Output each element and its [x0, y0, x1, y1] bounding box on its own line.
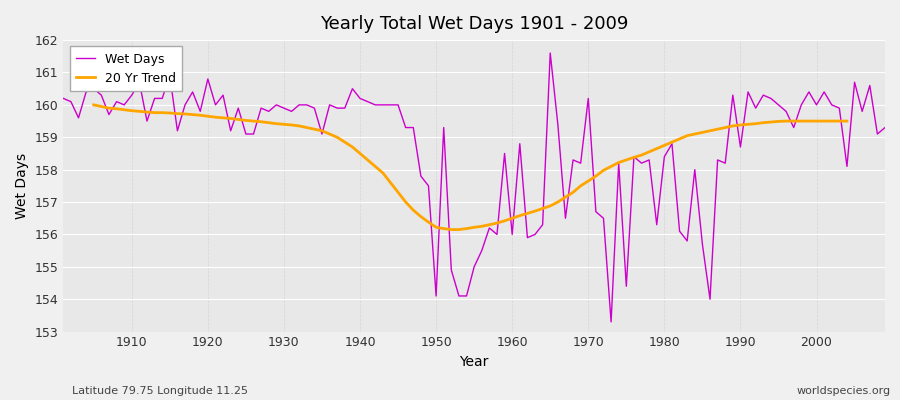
Wet Days: [544, 51, 555, 56]
Wet Days: [606, 320, 616, 324]
20 Yr Trend: [842, 119, 852, 124]
Legend: Wet Days, 20 Yr Trend: Wet Days, 20 Yr Trend: [69, 46, 182, 91]
Line: 20 Yr Trend: 20 Yr Trend: [94, 105, 847, 230]
Title: Yearly Total Wet Days 1901 - 2009: Yearly Total Wet Days 1901 - 2009: [320, 15, 628, 33]
20 Yr Trend: [544, 204, 555, 208]
20 Yr Trend: [811, 119, 822, 124]
Wet Days: [507, 232, 517, 237]
20 Yr Trend: [788, 119, 799, 124]
Wet Days: [119, 102, 130, 107]
20 Yr Trend: [484, 222, 495, 227]
Wet Days: [58, 96, 68, 101]
Wet Days: [613, 161, 624, 166]
Text: Latitude 79.75 Longitude 11.25: Latitude 79.75 Longitude 11.25: [72, 386, 248, 396]
Wet Days: [879, 125, 890, 130]
Wet Days: [332, 106, 343, 110]
Wet Days: [286, 109, 297, 114]
Y-axis label: Wet Days: Wet Days: [15, 153, 29, 219]
20 Yr Trend: [446, 227, 456, 232]
Text: worldspecies.org: worldspecies.org: [796, 386, 891, 396]
X-axis label: Year: Year: [460, 355, 489, 369]
Line: Wet Days: Wet Days: [63, 53, 885, 322]
20 Yr Trend: [233, 117, 244, 122]
Wet Days: [500, 151, 510, 156]
20 Yr Trend: [264, 120, 274, 125]
20 Yr Trend: [88, 102, 99, 107]
